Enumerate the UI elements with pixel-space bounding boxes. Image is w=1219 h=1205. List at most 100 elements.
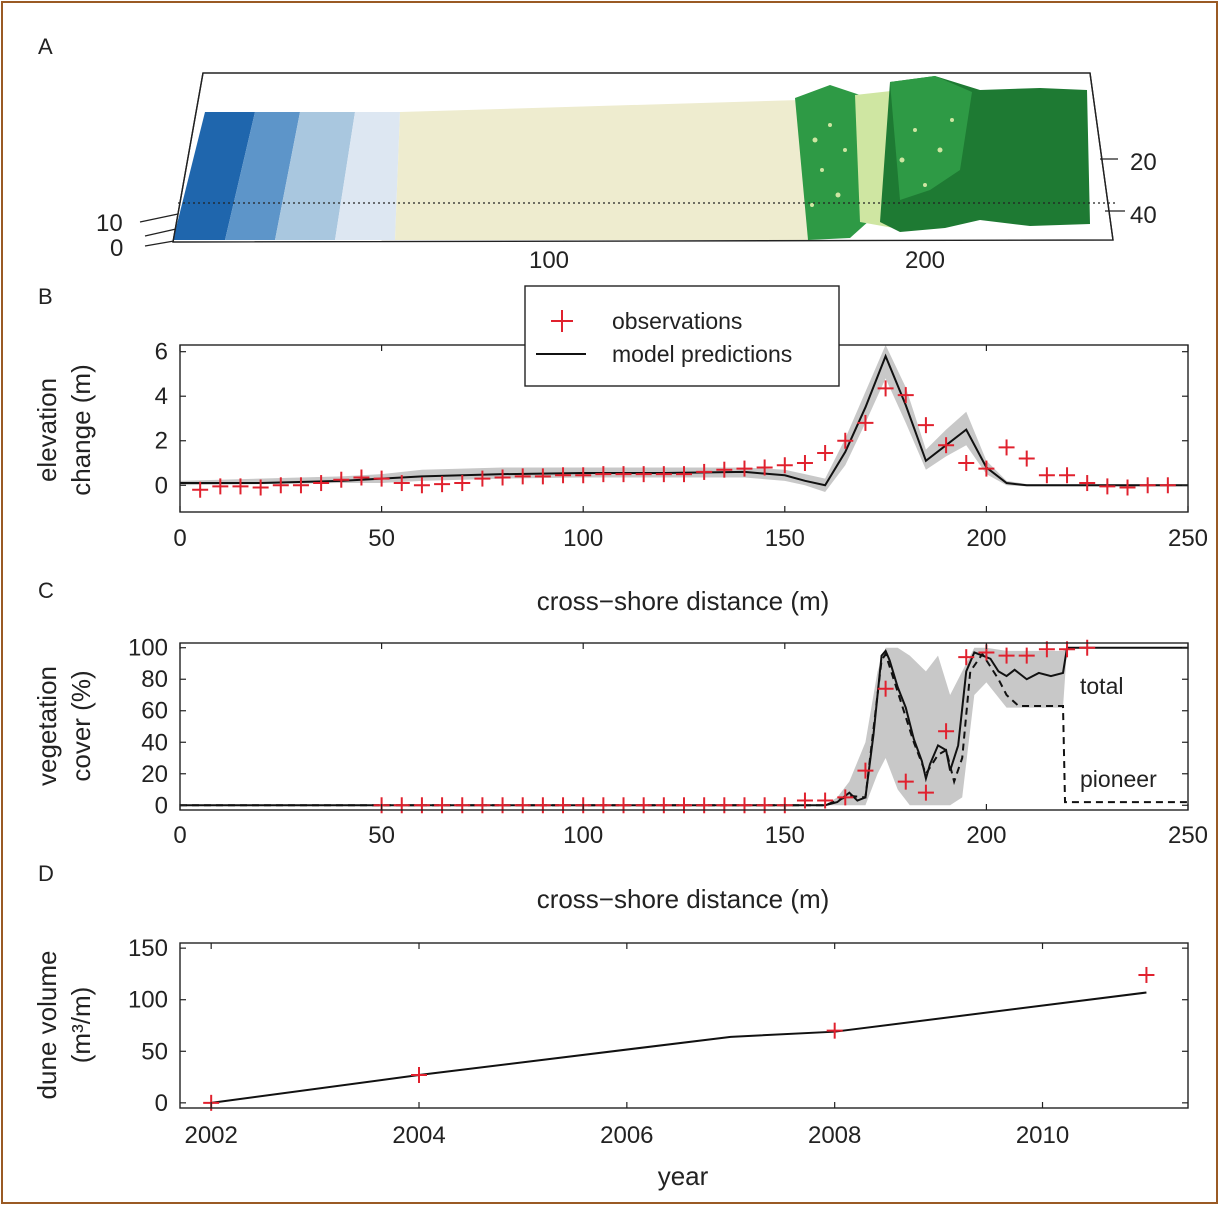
panel-c-x-tick-label: 200	[966, 822, 1006, 849]
panel-b-observation-marker	[373, 470, 390, 487]
panel-b-observation-marker	[635, 466, 652, 483]
panel-c-observation-marker	[736, 797, 753, 814]
panel-c-observation-marker	[514, 797, 531, 814]
panel-b-observation-marker	[837, 432, 854, 449]
panel-b-xlabel: cross−shore distance (m)	[537, 586, 830, 616]
panel-b-observation-marker	[313, 475, 330, 492]
panel-b-y-tick-label: 2	[155, 428, 168, 455]
panel-b-observation-marker	[716, 461, 733, 478]
panel-a-right-tick-label-40: 40	[1130, 202, 1157, 229]
panel-d-x-tick-label: 2008	[808, 1122, 861, 1149]
panel-b-x-tick-label: 100	[563, 525, 603, 552]
panel-c-observation-marker	[676, 797, 692, 814]
panel-c-observation-marker	[917, 784, 934, 801]
panel-b-x-tick-label: 200	[966, 525, 1006, 552]
panel-b-plot: 0 50 100 150 200 250 0 2 4 6	[155, 339, 1208, 552]
panel-b-ylabel-line1: elevation	[32, 378, 62, 482]
panel-c-y-tick-label: 0	[155, 792, 168, 819]
panel-a-water-shallow	[275, 112, 355, 240]
panel-b-observation-marker	[736, 460, 753, 477]
panel-a-letter: A	[38, 34, 53, 59]
panel-a-vegetation-speckle	[810, 118, 954, 207]
legend: observations model predictions	[524, 285, 840, 387]
panel-b-y-tick-label: 4	[155, 383, 168, 410]
panel-d-letter: D	[38, 861, 54, 886]
panel-c-annotation-total: total	[1080, 673, 1123, 699]
panel-c-x-tick-label: 150	[765, 822, 805, 849]
panel-d-x-tick-label: 2010	[1016, 1122, 1069, 1149]
panel-a-x-tick-100: 100	[529, 247, 569, 274]
panel-c-observation-marker	[837, 789, 854, 806]
panel-b-x-tick-label: 250	[1168, 525, 1208, 552]
panel-b-observation-marker	[978, 460, 995, 477]
panel-c-y-tick-label: 100	[128, 635, 168, 662]
panel-c-observation-marker	[958, 649, 975, 666]
panel-b-observation-marker	[857, 414, 874, 431]
panel-c: C 0 50 100 150 200 250 0 20 40 60 80 100 vegetation…	[32, 578, 1208, 914]
panel-a-dune-front	[795, 85, 870, 240]
panel-c-observation-marker	[434, 797, 451, 814]
panel-a-left-tick-mid	[144, 228, 177, 237]
panel-c-y-tick-label: 40	[141, 729, 168, 756]
panel-b-uncertainty-envelope	[180, 345, 1188, 492]
panel-b-x-tick-label: 0	[173, 525, 186, 552]
panel-b-observation-marker	[353, 469, 370, 486]
legend-model-label: model predictions	[612, 341, 792, 367]
panel-b-observation-marker	[776, 457, 793, 474]
panel-b-observation-marker	[413, 477, 430, 494]
panel-b-observation-marker	[1038, 467, 1055, 484]
panel-a-water-surf	[335, 112, 400, 240]
panel-d-observation-marker	[826, 1022, 843, 1039]
panel-c-observation-marker	[696, 797, 713, 814]
panel-b-observation-marker	[615, 466, 632, 483]
panel-c-ylabel-line1: vegetation	[32, 666, 62, 786]
panel-b-observation-marker	[1018, 450, 1035, 467]
panel-a-x-tick-200: 200	[905, 247, 945, 274]
panel-b-observation-marker	[292, 477, 309, 494]
panel-c-plot: 0 50 100 150 200 250 0 20 40 60 80 100	[128, 635, 1208, 849]
panel-a-left-tick-10	[139, 213, 179, 223]
panel-c-observation-marker	[1018, 647, 1035, 664]
legend-box	[524, 285, 840, 387]
panel-b-observation-marker	[232, 478, 249, 495]
panel-c-x-tick-label: 0	[173, 822, 186, 849]
panel-a-dune-crest	[890, 76, 972, 200]
panel-b-letter: B	[38, 284, 53, 309]
panel-b-observation-marker	[1159, 477, 1176, 494]
panel-d: D 2002 2004 2006 2008 2010 0 50 100 150 dune vol…	[32, 861, 1189, 1191]
panel-a-left-tick-label-0: 0	[110, 235, 123, 262]
panel-b-observation-marker	[514, 468, 531, 485]
panel-d-ylabel-line2: (m³/m)	[66, 987, 96, 1064]
panel-c-observation-marker	[454, 797, 471, 814]
panel-b-observation-marker	[192, 481, 209, 498]
panel-c-observation-marker	[494, 797, 511, 814]
panel-b-observation-marker	[333, 471, 350, 488]
panel-b-observation-marker	[474, 470, 491, 487]
panel-b-y-tick-label: 6	[155, 339, 168, 366]
panel-c-observation-marker	[1079, 639, 1096, 656]
panel-c-y-tick-label: 60	[141, 698, 168, 725]
panel-b-observation-marker	[877, 380, 894, 397]
legend-observation-marker	[551, 310, 573, 332]
panel-d-x-tick-label: 2004	[392, 1122, 445, 1149]
panel-d-y-tick-label: 100	[128, 987, 168, 1014]
panel-d-xlabel: year	[658, 1161, 709, 1191]
panel-c-observation-marker	[1038, 641, 1055, 658]
panel-c-observation-marker	[938, 723, 955, 740]
panel-b-observation-marker	[575, 467, 592, 484]
panel-c-observation-marker	[474, 797, 491, 814]
panel-d-ylabel-line1: dune volume	[32, 951, 62, 1100]
panel-b-observation-marker	[1059, 467, 1076, 484]
panel-c-observation-marker	[998, 647, 1015, 664]
panel-c-observation-marker	[756, 797, 773, 814]
panel-a-beach-sand	[395, 100, 808, 240]
panel-b-observation-marker	[938, 437, 955, 454]
panel-c-observation-marker	[796, 792, 813, 809]
panel-c-observation-marker	[716, 797, 733, 814]
panel-d-observation-marker	[1138, 966, 1155, 983]
panel-b-observation-marker	[655, 466, 672, 483]
panel-d-observation-marker	[411, 1067, 428, 1083]
panel-b-observation-marker	[796, 455, 813, 472]
panel-c-x-tick-label: 100	[563, 822, 603, 849]
panel-b-observation-marker	[272, 477, 289, 494]
